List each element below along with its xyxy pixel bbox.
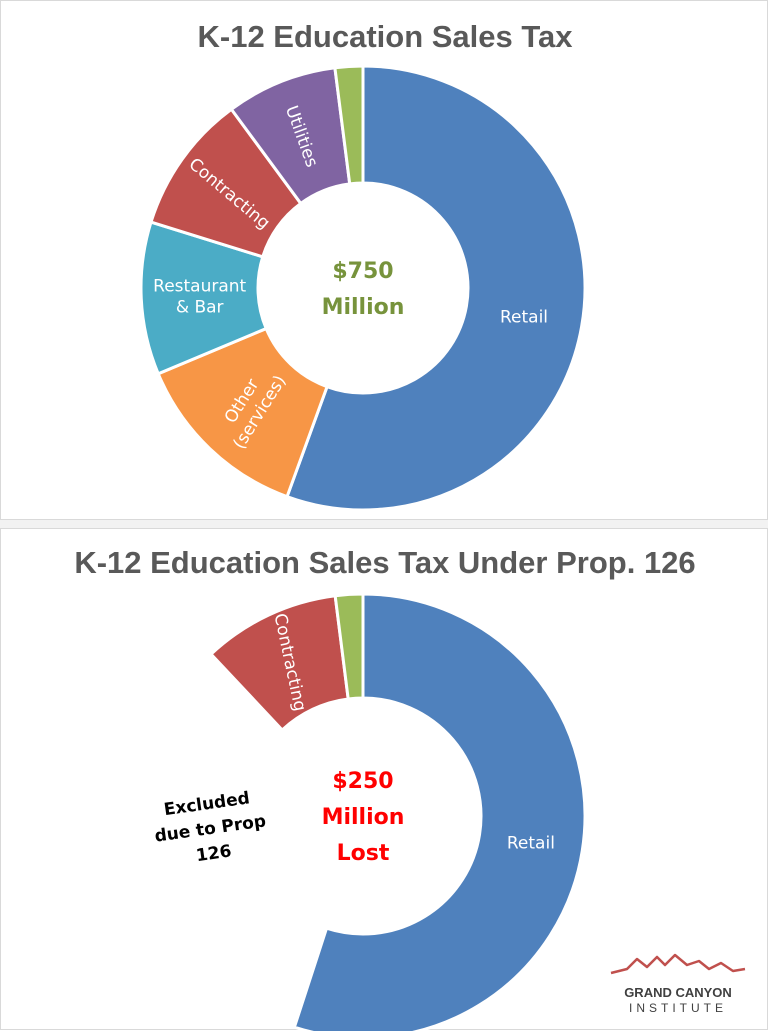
- grand-canyon-institute-logo: GRAND CANYON INSTITUTE: [603, 947, 753, 1017]
- center-text-line: Lost: [337, 841, 390, 866]
- donut-chart-bottom: RetailContracting$250MillionLostExcluded…: [150, 592, 587, 1031]
- logo-text-line1: GRAND CANYON: [624, 985, 732, 1000]
- canyon-skyline-icon: [610, 953, 746, 975]
- chart-panel-top: K-12 Education Sales Tax Retail Other(ser…: [0, 0, 768, 520]
- center-text-line: $750: [332, 259, 393, 284]
- slice-label-retail: Retail: [507, 834, 555, 854]
- chart-title-prop-126: K-12 Education Sales Tax Under Prop. 126: [74, 545, 696, 580]
- slice-other: [333, 592, 365, 701]
- chart-panel-bottom: K-12 Education Sales Tax Under Prop. 126…: [0, 528, 768, 1031]
- slice-label-restaurant-bar: Restaurant & Bar: [153, 276, 246, 317]
- slice-label-retail: Retail: [500, 307, 548, 327]
- slice-retail: [292, 592, 587, 1031]
- center-text-line: $250: [332, 769, 393, 794]
- chart-title: K-12 Education Sales Tax: [197, 19, 573, 54]
- center-text-line: Million: [322, 295, 405, 320]
- center-text-line: Million: [322, 805, 405, 830]
- logo-text-line2: INSTITUTE: [629, 1001, 727, 1015]
- divider: [0, 520, 768, 528]
- slice-other: [333, 64, 365, 186]
- excluded-annotation: Excludeddue to Prop126: [150, 787, 271, 872]
- slice-retail: [285, 64, 587, 512]
